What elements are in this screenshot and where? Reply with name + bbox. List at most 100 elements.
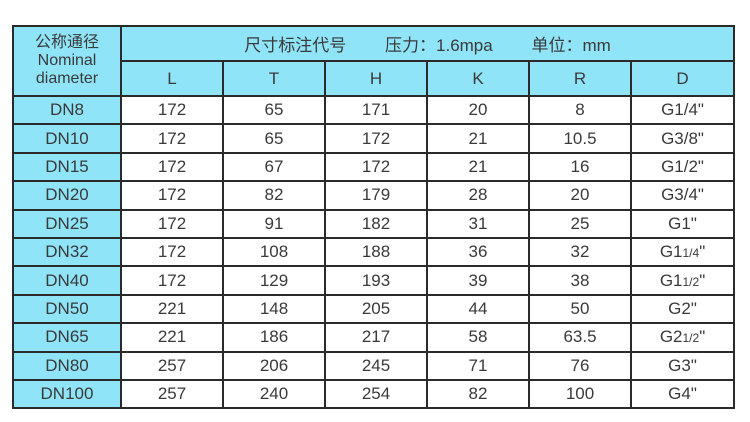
column-header-d: D xyxy=(629,60,736,97)
cell-r: 32 xyxy=(528,236,632,268)
unit-label: 单位：mm xyxy=(531,36,611,55)
cell-r: 100 xyxy=(528,378,632,410)
cell-k: 28 xyxy=(426,180,530,211)
cell-d: G3" xyxy=(629,350,736,381)
table-row: DN80 257 206 245 71 76 G3" xyxy=(12,350,736,381)
cell-t: 82 xyxy=(222,180,326,211)
cell-r: 20 xyxy=(528,180,632,211)
cell-d: G1/2" xyxy=(629,151,736,183)
column-header-t: T xyxy=(222,60,326,97)
cell-h: 193 xyxy=(324,265,428,296)
cell-l: 172 xyxy=(120,123,224,154)
cell-r: 16 xyxy=(528,151,632,183)
cell-dn: DN32 xyxy=(12,236,122,268)
cell-h: 245 xyxy=(324,350,428,381)
cell-l: 221 xyxy=(120,322,224,353)
thread-frac: 1/4 xyxy=(682,246,700,261)
cell-l: 172 xyxy=(120,208,224,239)
table-row: DN65 221 186 217 58 63.5 G21/2" xyxy=(12,322,736,353)
dimension-table: 公称通径 Nominal diameter 尺寸标注代号 压力：1.6mpa 单… xyxy=(12,25,736,410)
nominal-en-1: Nominal xyxy=(37,52,97,69)
pressure-label: 压力：1.6mpa xyxy=(385,36,493,55)
cell-h: 182 xyxy=(324,208,428,239)
cell-l: 257 xyxy=(120,378,224,410)
cell-k: 44 xyxy=(426,293,530,325)
cell-dn: DN40 xyxy=(12,265,122,296)
table-row: DN32 172 108 188 36 32 G11/4" xyxy=(12,236,736,268)
cell-h: 254 xyxy=(324,378,428,410)
cell-k: 39 xyxy=(426,265,530,296)
cell-t: 240 xyxy=(222,378,326,410)
column-header-h: H xyxy=(324,60,428,97)
thread-main: G3" xyxy=(668,355,697,375)
cell-l: 172 xyxy=(120,94,224,126)
cell-k: 20 xyxy=(426,94,530,126)
thread-frac: 1/2 xyxy=(682,331,700,346)
cell-h: 172 xyxy=(324,123,428,154)
cell-h: 205 xyxy=(324,293,428,325)
cell-d: G4" xyxy=(629,378,736,410)
table-row: DN8 172 65 171 20 8 G1/4" xyxy=(12,94,736,126)
thread-suffix: " xyxy=(699,327,706,347)
cell-dn: DN100 xyxy=(12,378,122,410)
thread-main: G2" xyxy=(668,298,697,318)
dims-label: 尺寸标注代号 xyxy=(244,36,347,55)
cell-k: 36 xyxy=(426,236,530,268)
cell-k: 21 xyxy=(426,123,530,154)
cell-t: 129 xyxy=(222,265,326,296)
cell-h: 171 xyxy=(324,94,428,126)
cell-l: 172 xyxy=(120,151,224,183)
cell-r: 50 xyxy=(528,293,632,325)
cell-r: 63.5 xyxy=(528,322,632,353)
cell-d: G3/4" xyxy=(629,180,736,211)
cell-t: 148 xyxy=(222,293,326,325)
cell-t: 67 xyxy=(222,151,326,183)
cell-t: 65 xyxy=(222,123,326,154)
cell-k: 82 xyxy=(426,378,530,410)
thread-main: G1 xyxy=(659,270,683,290)
cell-dn: DN15 xyxy=(12,151,122,183)
thread-main: G3/8" xyxy=(661,128,704,148)
thread-main: G2 xyxy=(659,327,683,347)
cell-d: G3/8" xyxy=(629,123,736,154)
table-row: DN20 172 82 179 28 20 G3/4" xyxy=(12,180,736,211)
cell-l: 257 xyxy=(120,350,224,381)
thread-main: G1" xyxy=(668,213,697,233)
column-header-l: L xyxy=(120,60,224,97)
column-header-k: K xyxy=(426,60,530,97)
table-row: DN50 221 148 205 44 50 G2" xyxy=(12,293,736,325)
table-row: DN25 172 91 182 31 25 G1" xyxy=(12,208,736,239)
cell-dn: DN50 xyxy=(12,293,122,325)
cell-d: G1/4" xyxy=(629,94,736,126)
dimension-header: 尺寸标注代号 压力：1.6mpa 单位：mm xyxy=(119,25,736,62)
cell-dn: DN25 xyxy=(12,208,122,239)
column-header-r: R xyxy=(528,60,632,97)
thread-main: G1/2" xyxy=(661,156,704,176)
cell-k: 21 xyxy=(426,151,530,183)
table-row: DN40 172 129 193 39 38 G11/2" xyxy=(12,265,736,296)
cell-h: 217 xyxy=(324,322,428,353)
cell-h: 188 xyxy=(324,236,428,268)
cell-r: 10.5 xyxy=(528,123,632,154)
table-row: DN100 257 240 254 82 100 G4" xyxy=(12,378,736,410)
cell-d: G11/2" xyxy=(629,265,736,296)
nominal-en-2: diameter xyxy=(35,70,99,87)
thread-main: G3/4" xyxy=(661,185,704,205)
cell-h: 179 xyxy=(324,180,428,211)
table-row: DN10 172 65 172 21 10.5 G3/8" xyxy=(12,123,736,154)
cell-l: 172 xyxy=(120,265,224,296)
thread-suffix: " xyxy=(699,270,706,290)
table-row: DN15 172 67 172 21 16 G1/2" xyxy=(12,151,736,183)
cell-h: 172 xyxy=(324,151,428,183)
cell-r: 8 xyxy=(528,94,632,126)
cell-t: 65 xyxy=(222,94,326,126)
cell-l: 172 xyxy=(120,180,224,211)
cell-d: G2" xyxy=(629,293,736,325)
cell-r: 76 xyxy=(528,350,632,381)
cell-t: 108 xyxy=(222,236,326,268)
cell-t: 206 xyxy=(222,350,326,381)
cell-d: G21/2" xyxy=(629,322,736,353)
cell-dn: DN80 xyxy=(12,350,122,381)
cell-k: 71 xyxy=(426,350,530,381)
cell-dn: DN20 xyxy=(12,180,122,211)
